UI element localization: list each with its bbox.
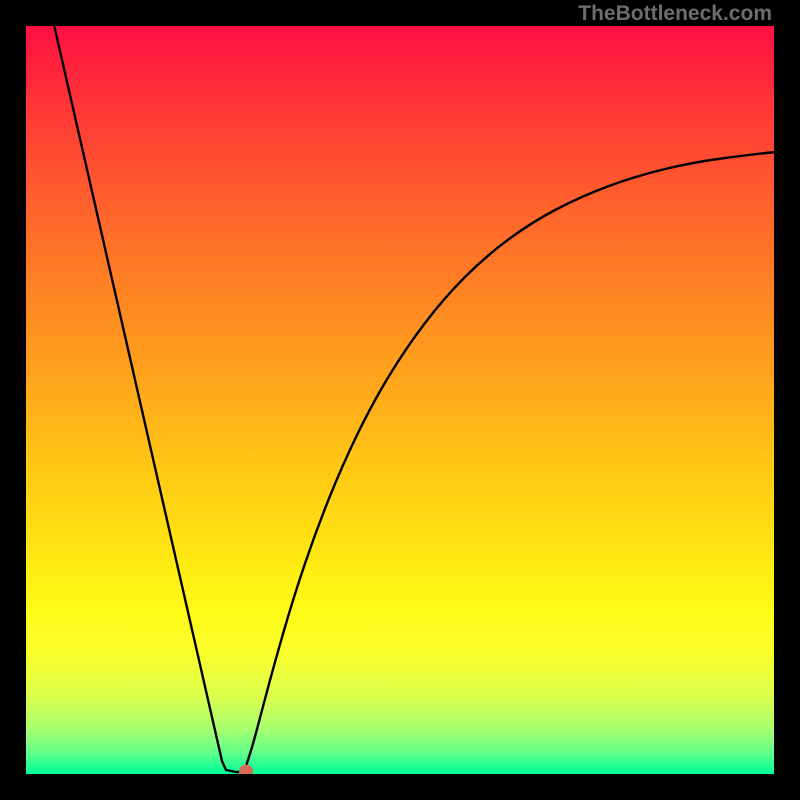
chart-frame: TheBottleneck.com — [0, 0, 800, 800]
plot-area — [26, 26, 774, 774]
curve-left-branch — [52, 26, 244, 772]
minimum-marker — [239, 765, 253, 775]
bottleneck-curve — [26, 26, 774, 774]
watermark-text: TheBottleneck.com — [578, 2, 772, 26]
curve-right-branch — [244, 151, 774, 772]
